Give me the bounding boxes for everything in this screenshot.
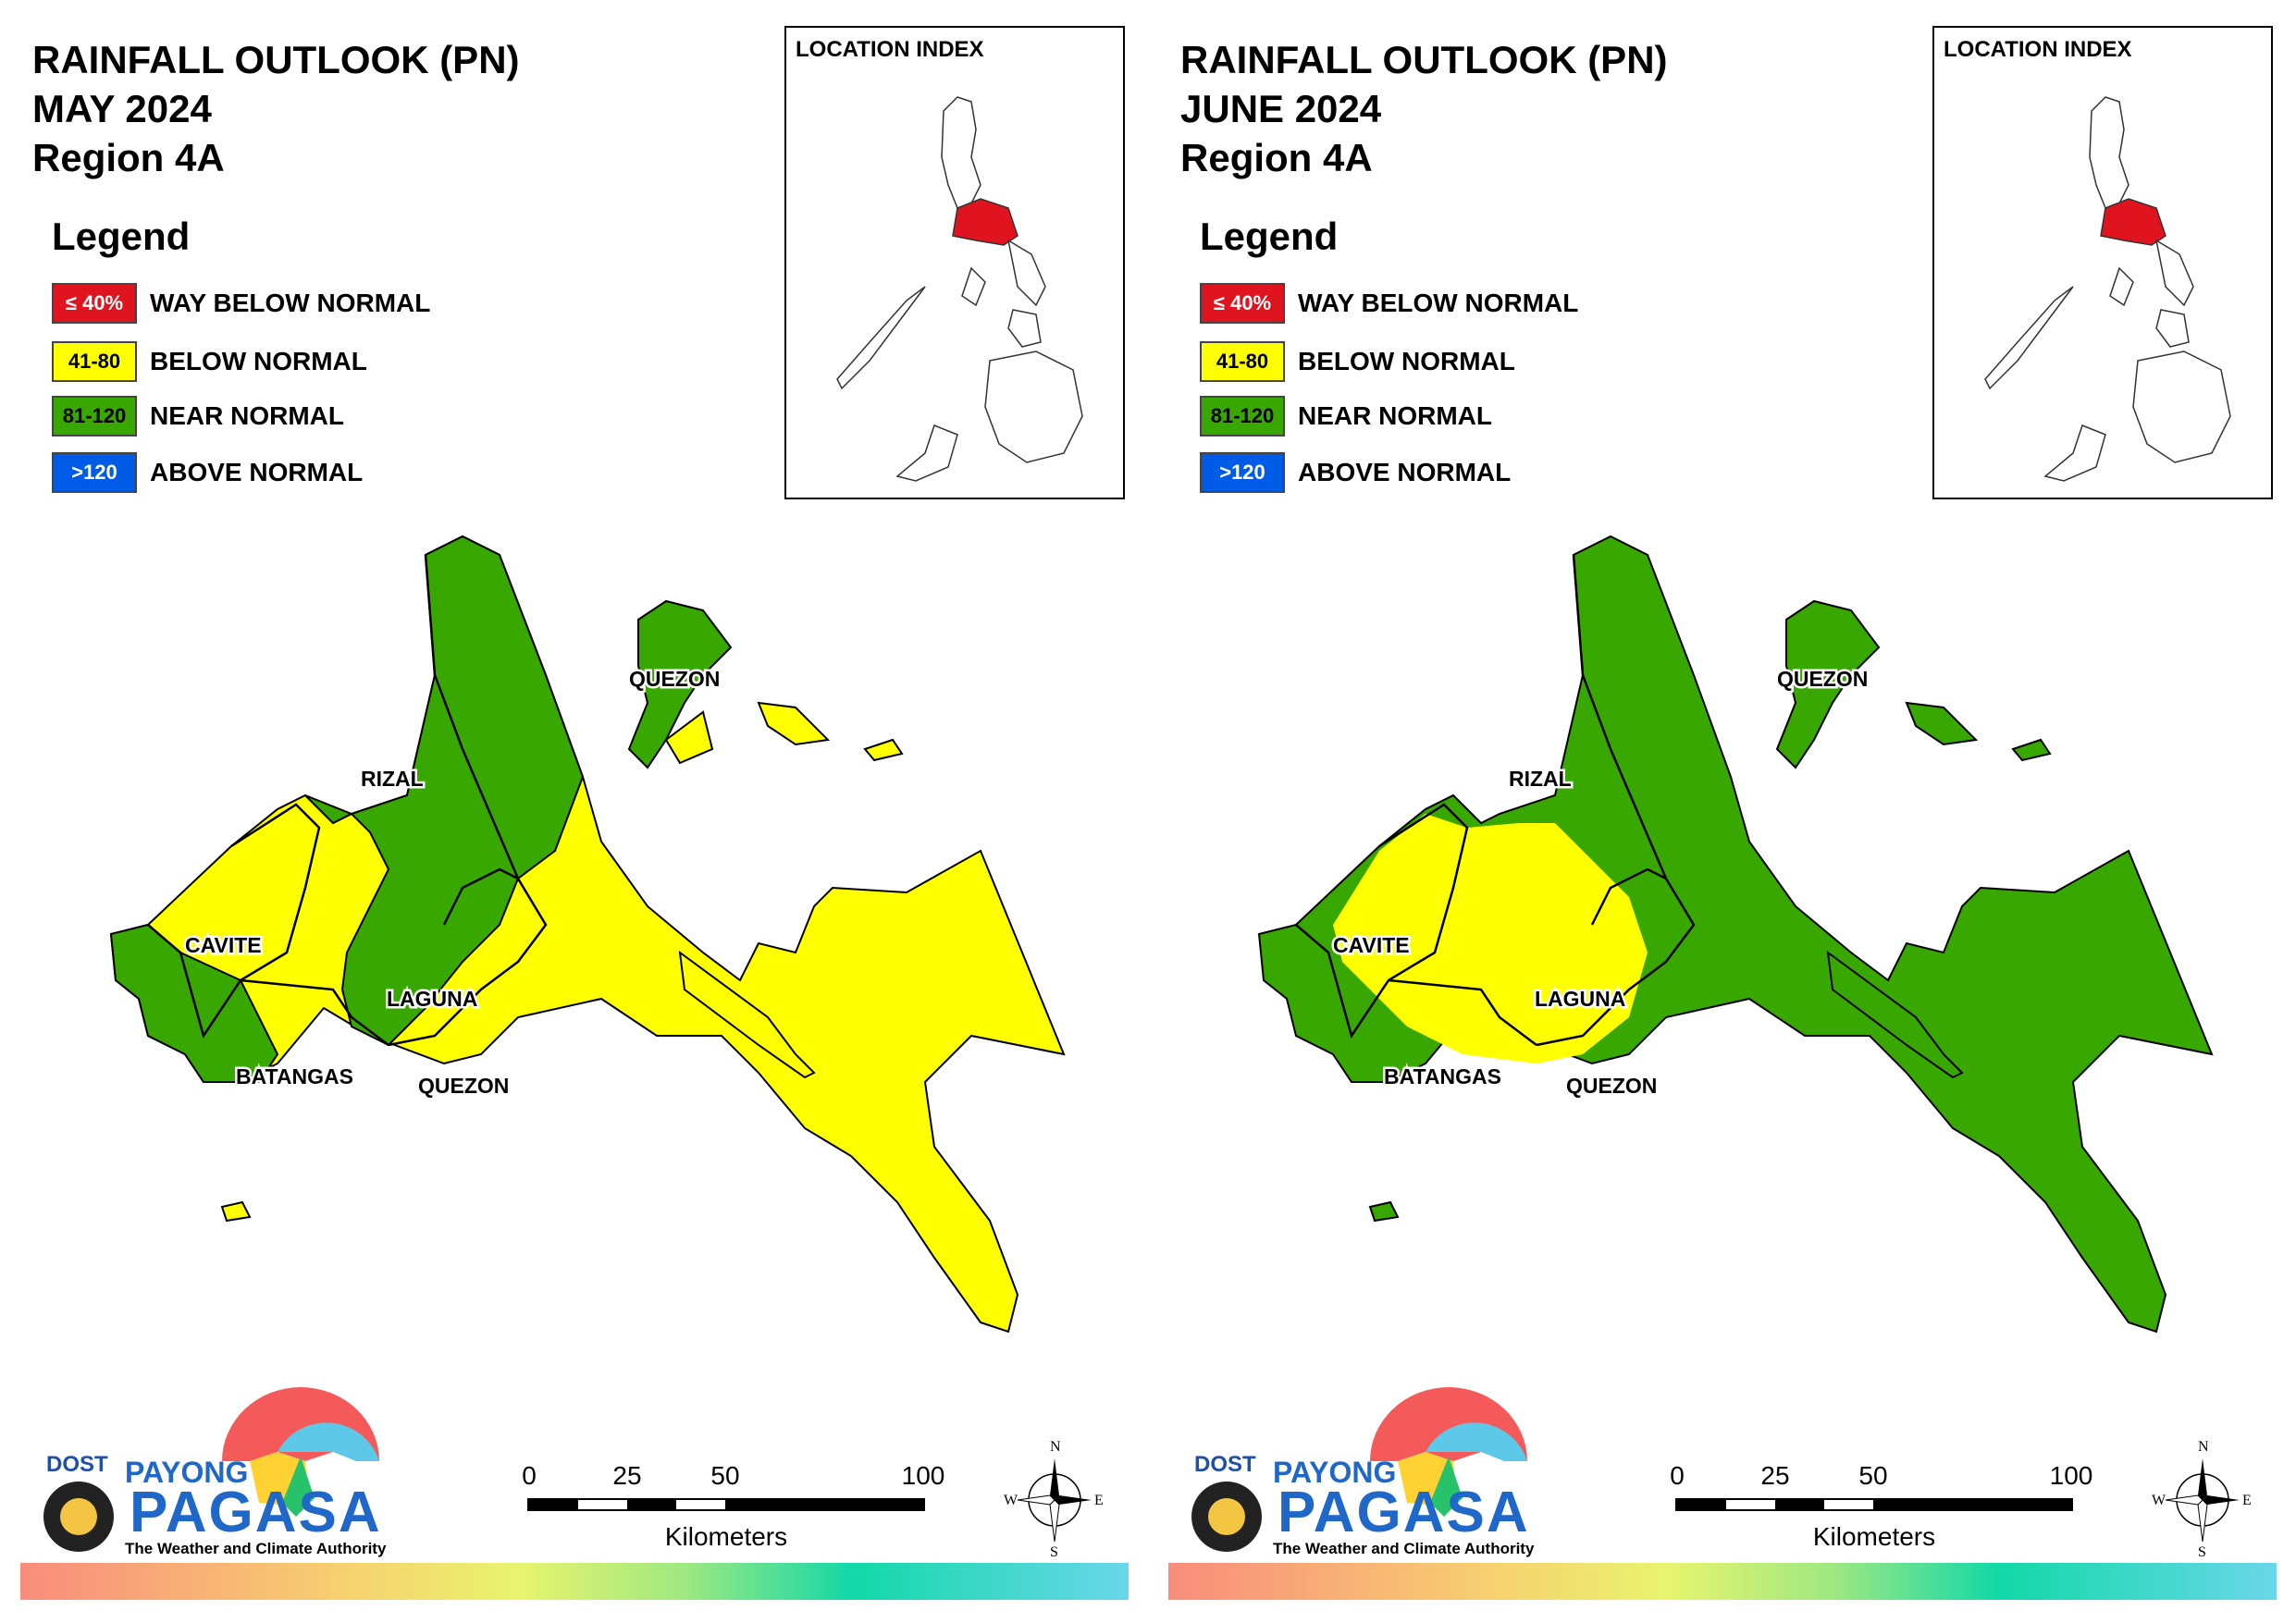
brand-payong: PAYONG [1273, 1456, 1397, 1489]
title-line-1: RAINFALL OUTLOOK (PN) [1180, 38, 1668, 81]
scale-tick: 25 [1760, 1461, 1790, 1490]
brand-dost: DOST [1194, 1452, 1256, 1477]
scale-tick: 50 [1858, 1461, 1888, 1490]
legend-item-near: 81-120 NEAR NORMAL [1200, 395, 1492, 437]
compass-rose-icon: N S E W [1004, 1439, 1104, 1558]
scale-tick: 0 [1670, 1461, 1685, 1490]
legend-item-above: >120 ABOVE NORMAL [52, 451, 363, 494]
location-index-title: LOCATION INDEX [796, 37, 984, 62]
legend-item-below: 41-80 BELOW NORMAL [1200, 340, 1515, 383]
compass-e: E [1094, 1493, 1104, 1508]
brand-payong: PAYONG [125, 1456, 249, 1489]
legend-swatch: 41-80 [52, 341, 137, 382]
legend-item-above: >120 ABOVE NORMAL [1200, 451, 1511, 494]
outlook-panel-june: RAINFALL OUTLOOK (PN) JUNE 2024 Region 4… [1148, 0, 2296, 1623]
umbrella-logo-icon [43, 1387, 379, 1552]
location-index-map: LOCATION INDEX [784, 26, 1125, 499]
compass-s: S [2198, 1544, 2206, 1558]
legend-item-way-below: ≤ 40% WAY BELOW NORMAL [52, 282, 430, 325]
province-label: LAGUNA [387, 987, 477, 1011]
legend-item-near: 81-120 NEAR NORMAL [52, 395, 344, 437]
legend-swatch: 41-80 [1200, 341, 1285, 382]
scale-tick: 100 [2049, 1461, 2093, 1490]
outlook-panel-may: RAINFALL OUTLOOK (PN) MAY 2024 Region 4A… [20, 26, 1129, 1600]
compass-w: W [2152, 1493, 2166, 1508]
payong-pagasa-logo: DOST PAYONG PAGASA The Weather and Clima… [1185, 1387, 1574, 1563]
scale-unit: Kilometers [1812, 1522, 1936, 1551]
legend-heading: Legend [1200, 215, 1339, 258]
scale-tick: 50 [710, 1461, 740, 1490]
legend-swatch: ≤ 40% [1200, 283, 1285, 324]
legend-label: BELOW NORMAL [150, 347, 367, 375]
province-label: CAVITE [1333, 933, 1410, 957]
province-label: LAGUNA [1535, 987, 1625, 1011]
legend-label: ABOVE NORMAL [150, 458, 364, 486]
title-line-2: MAY 2024 [32, 87, 212, 130]
legend-label: WAY BELOW NORMAL [150, 289, 431, 317]
footer-gradient-bar [20, 1563, 1129, 1600]
province-label: QUEZON [1566, 1074, 1657, 1098]
legend-item-below: 41-80 BELOW NORMAL [52, 340, 367, 383]
brand-tagline: The Weather and Climate Authority [1273, 1540, 1535, 1557]
compass-n: N [2198, 1439, 2209, 1455]
footer-gradient-bar [1168, 1563, 2277, 1600]
scale-tick: 100 [901, 1461, 945, 1490]
location-index-map: LOCATION INDEX [1932, 26, 2273, 499]
location-index-title: LOCATION INDEX [1944, 37, 2132, 62]
title-line-2: JUNE 2024 [1180, 87, 1382, 130]
province-label: RIZAL [1509, 767, 1572, 791]
map-title: RAINFALL OUTLOOK (PN) MAY 2024 Region 4A [32, 35, 520, 182]
province-label: QUEZON [418, 1074, 509, 1098]
compass-n: N [1050, 1439, 1061, 1455]
scale-bar: 0 25 50 100 Kilometers [1670, 1461, 2092, 1554]
legend-heading: Legend [52, 215, 191, 258]
scale-bar: 0 25 50 100 Kilometers [522, 1461, 944, 1554]
province-label: RIZAL [361, 767, 424, 791]
province-label: BATANGAS [1384, 1064, 1501, 1088]
legend-swatch: >120 [52, 452, 137, 493]
scale-bar-graphic [1675, 1498, 2073, 1511]
legend-swatch: 81-120 [52, 396, 137, 436]
umbrella-logo-icon [1191, 1387, 1527, 1552]
compass-rose-icon: N S E W [2152, 1439, 2252, 1558]
scale-tick: 25 [612, 1461, 642, 1490]
rainfall-map-may: QUEZON RIZAL CAVITE LAGUNA BATANGAS QUEZ… [109, 535, 1066, 1334]
title-line-1: RAINFALL OUTLOOK (PN) [32, 38, 520, 81]
scale-unit: Kilometers [664, 1522, 788, 1551]
brand-pagasa: PAGASA [1278, 1481, 1530, 1544]
scale-tick: 0 [522, 1461, 537, 1490]
legend-swatch: 81-120 [1200, 396, 1285, 436]
brand-tagline: The Weather and Climate Authority [125, 1540, 387, 1557]
rainfall-map-june: QUEZON RIZAL CAVITE LAGUNA BATANGAS QUEZ… [1257, 535, 2214, 1334]
legend-label: BELOW NORMAL [1298, 347, 1515, 375]
philippines-outline [1984, 96, 2231, 482]
legend-label: WAY BELOW NORMAL [1298, 289, 1579, 317]
payong-pagasa-logo: DOST PAYONG PAGASA The Weather and Clima… [37, 1387, 426, 1563]
legend-label: NEAR NORMAL [150, 401, 344, 430]
brand-dost: DOST [46, 1452, 108, 1477]
brand-pagasa: PAGASA [130, 1481, 382, 1544]
legend-swatch: >120 [1200, 452, 1285, 493]
province-label: CAVITE [185, 933, 262, 957]
legend-swatch: ≤ 40% [52, 283, 137, 324]
map-title: RAINFALL OUTLOOK (PN) JUNE 2024 Region 4… [1180, 35, 1668, 182]
province-label: QUEZON [629, 667, 720, 691]
legend-label: NEAR NORMAL [1298, 401, 1492, 430]
legend-item-way-below: ≤ 40% WAY BELOW NORMAL [1200, 282, 1578, 325]
compass-w: W [1004, 1493, 1018, 1508]
scale-bar-graphic [527, 1498, 925, 1511]
philippines-outline [836, 96, 1083, 482]
compass-e: E [2242, 1493, 2252, 1508]
province-label: QUEZON [1777, 667, 1868, 691]
title-line-3: Region 4A [32, 136, 225, 179]
legend-label: ABOVE NORMAL [1298, 458, 1512, 486]
compass-s: S [1050, 1544, 1058, 1558]
title-line-3: Region 4A [1180, 136, 1373, 179]
province-label: BATANGAS [236, 1064, 353, 1088]
